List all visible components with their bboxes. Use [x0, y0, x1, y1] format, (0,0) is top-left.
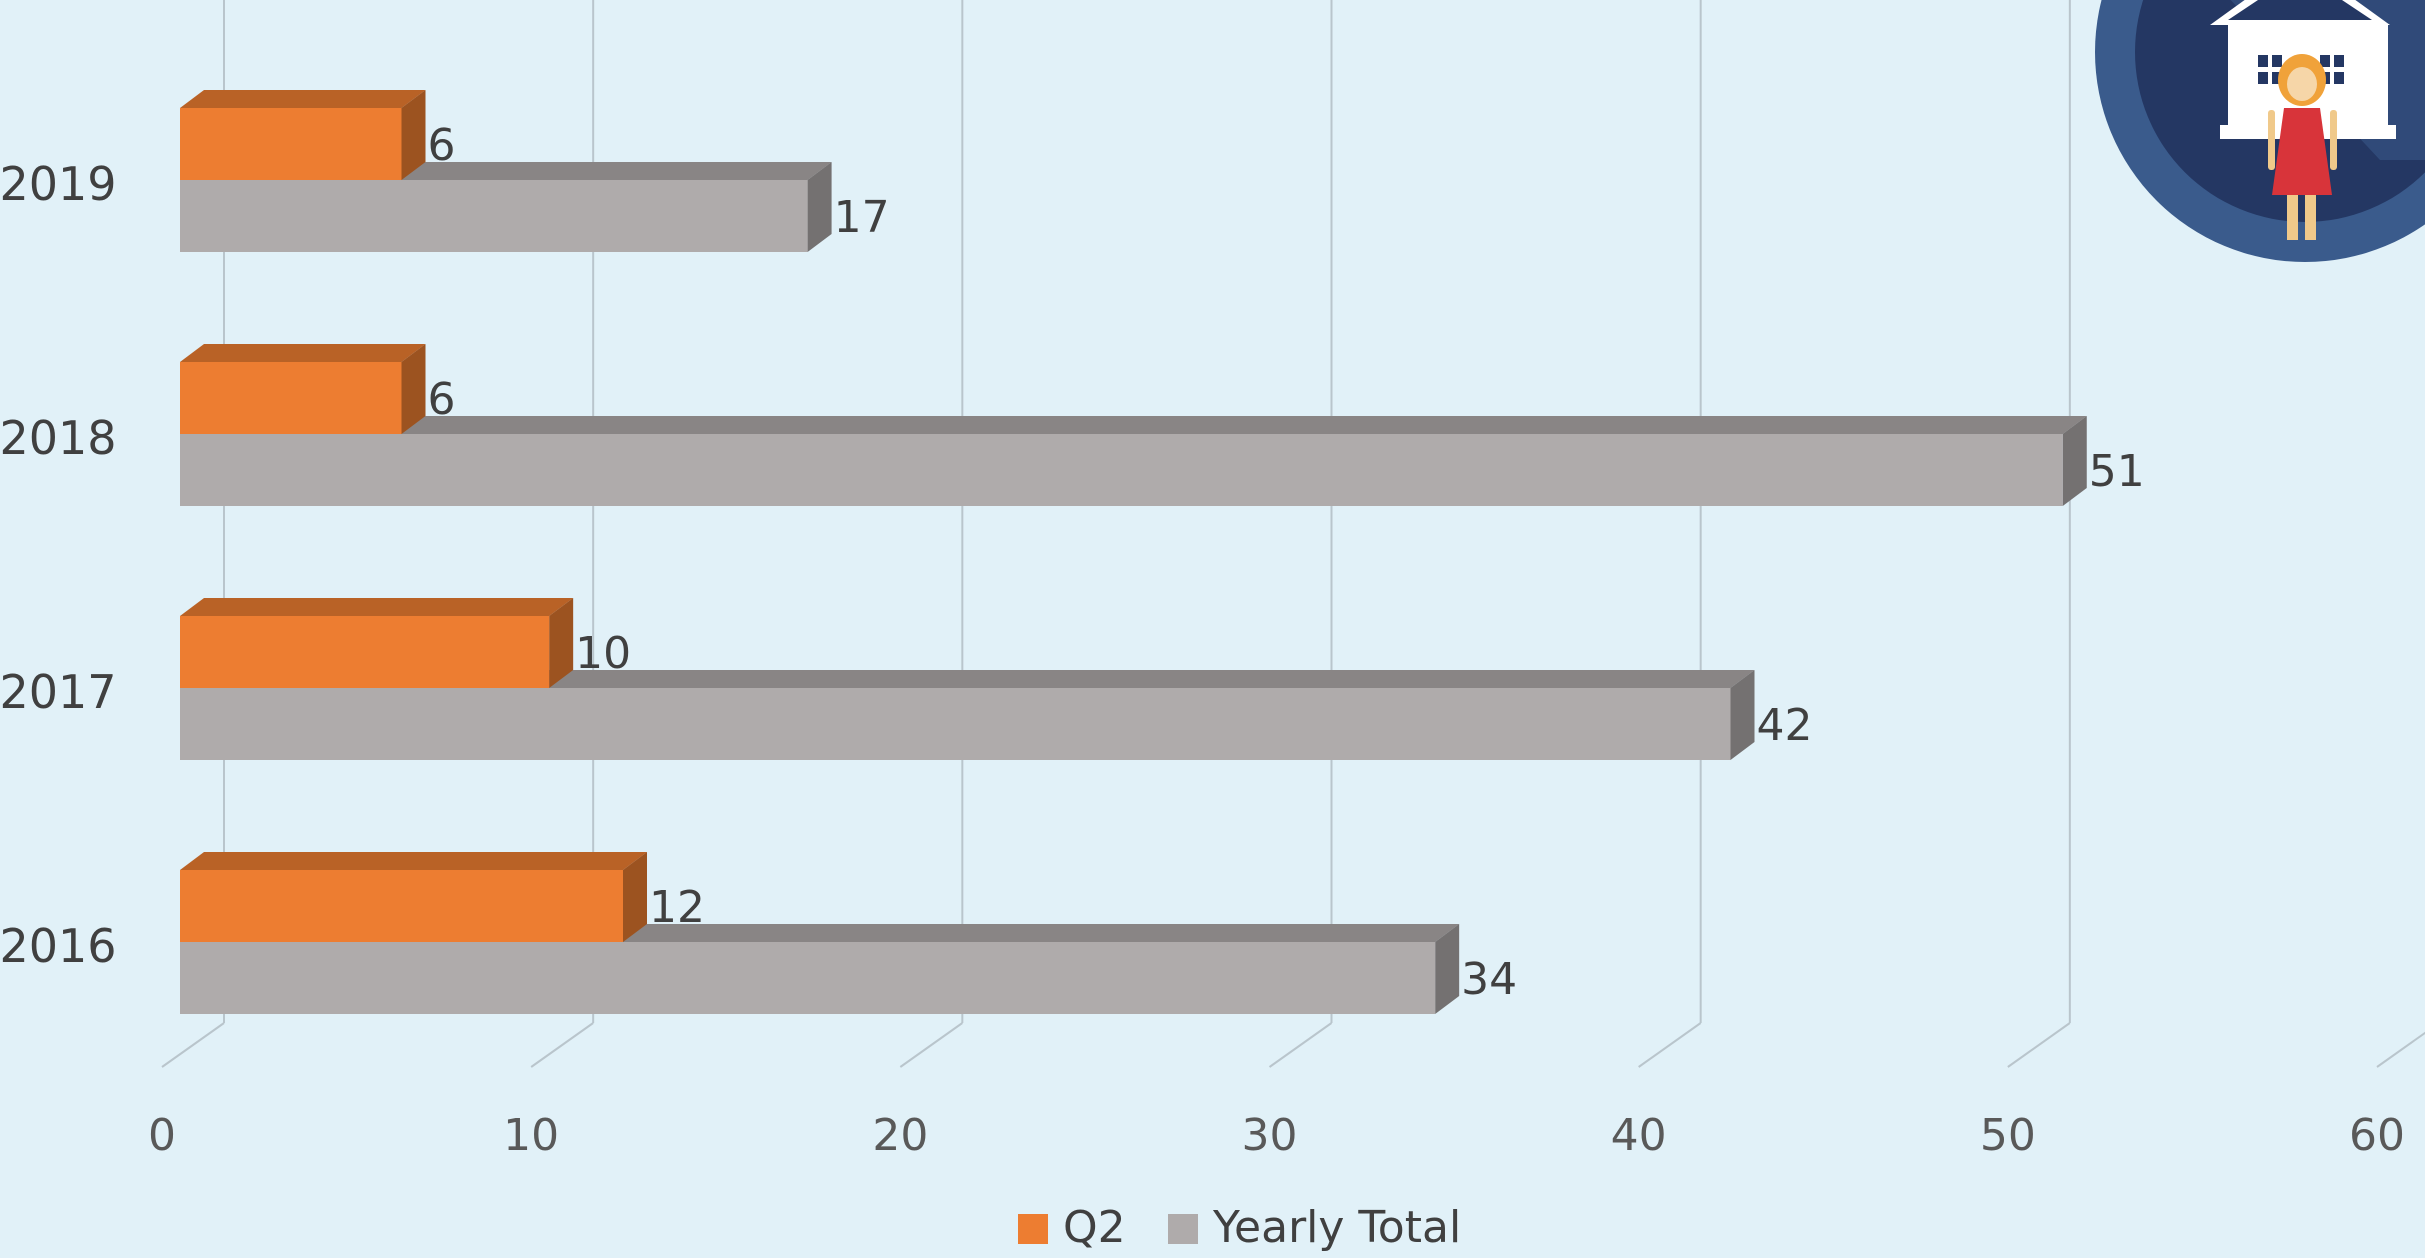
bars-layer: [180, 90, 2087, 1014]
data-label: 34: [1461, 954, 1517, 1005]
data-label: 51: [2089, 446, 2145, 497]
labels-layer: 0 10 20 30 40 50 60 34 12 2016 42 10 2017 51 6 2018 17 6 2…: [0, 120, 2405, 1161]
bar-q2: [180, 598, 574, 688]
legend-label-q2: Q2: [1063, 1202, 1126, 1253]
floor-tick: [899, 1022, 963, 1068]
legend-label-yearly-total: Yearly Total: [1212, 1202, 1461, 1253]
x-tick-label: 20: [872, 1110, 928, 1161]
floor-tick: [161, 1022, 225, 1068]
legend: Q2 Yearly Total: [1018, 1202, 1461, 1253]
x-tick-label: 30: [1242, 1110, 1298, 1161]
data-label: 6: [428, 374, 456, 425]
house-with-woman-icon: [2095, 0, 2425, 262]
bar-q2: [180, 90, 426, 180]
bar-yearly-total: [180, 416, 2087, 506]
data-label: 12: [649, 882, 705, 933]
data-label: 10: [575, 628, 631, 679]
floor-tick: [2376, 1031, 2425, 1068]
legend-swatch-yearly-total: [1168, 1214, 1198, 1244]
floor-tick: [530, 1022, 594, 1068]
x-tick-label: 10: [503, 1110, 559, 1161]
floor-tick: [2007, 1022, 2071, 1068]
x-tick-label: 50: [1980, 1110, 2036, 1161]
data-label: 6: [428, 120, 456, 171]
x-tick-label: 40: [1611, 1110, 1667, 1161]
x-tick-label: 0: [148, 1110, 176, 1161]
y-category-label: 2017: [0, 665, 117, 719]
y-category-label: 2016: [0, 919, 117, 973]
legend-swatch-q2: [1018, 1214, 1048, 1244]
data-label: 42: [1757, 700, 1813, 751]
y-category-label: 2018: [0, 411, 117, 465]
data-label: 17: [834, 192, 890, 243]
floor-tick: [1268, 1022, 1333, 1068]
x-tick-label: 60: [2349, 1110, 2405, 1161]
bar-q2: [180, 852, 647, 942]
floor-tick: [1638, 1022, 1702, 1068]
bar-yearly-total: [180, 670, 1755, 760]
y-category-label: 2019: [0, 157, 117, 211]
bar-q2: [180, 344, 426, 434]
